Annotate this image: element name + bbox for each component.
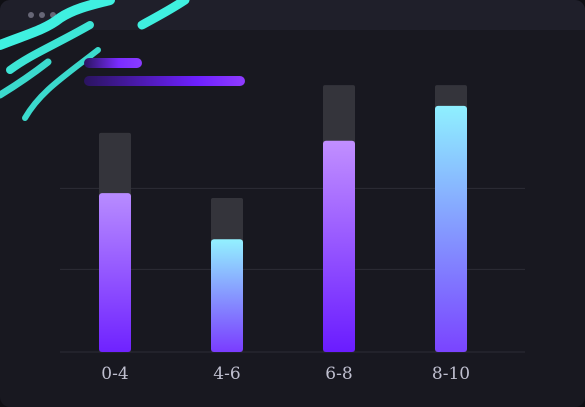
bar-4-6[interactable] <box>211 239 243 352</box>
x-tick-label: 0-4 <box>101 364 129 384</box>
legend-pill-1 <box>84 58 142 68</box>
x-tick-label: 4-6 <box>213 364 241 384</box>
bar-6-8[interactable] <box>323 140 355 352</box>
bar-8-10[interactable] <box>435 105 467 352</box>
x-tick-label: 8-10 <box>431 364 471 384</box>
x-tick-label: 6-8 <box>325 364 353 384</box>
legend-pill-2 <box>84 76 245 86</box>
bar-0-4[interactable] <box>99 193 131 352</box>
